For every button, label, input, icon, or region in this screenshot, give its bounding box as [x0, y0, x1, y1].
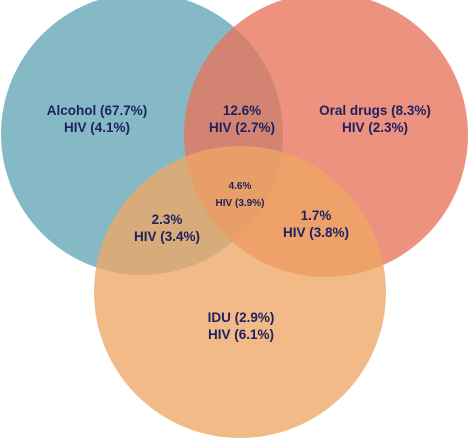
label-alcohol-idu-line1: 2.3%: [152, 212, 183, 227]
label-oral-drugs-line2: HIV (2.3%): [342, 120, 408, 135]
label-alcohol-oral: 12.6% HIV (2.7%): [209, 103, 275, 135]
label-alcohol-line1: Alcohol (67.7%): [47, 103, 148, 118]
label-all-three: 4.6% HIV (3.9%): [216, 181, 265, 209]
label-alcohol-line2: HIV (4.1%): [64, 120, 130, 135]
label-idu-line1: IDU (2.9%): [208, 310, 275, 325]
label-alcohol-idu: 2.3% HIV (3.4%): [134, 212, 200, 244]
label-idu: IDU (2.9%) HIV (6.1%): [208, 310, 275, 342]
label-alcohol-oral-line1: 12.6%: [223, 103, 261, 118]
label-all-three-line1: 4.6%: [229, 181, 252, 192]
label-oral-drugs-line1: Oral drugs (8.3%): [319, 103, 431, 118]
label-all-three-line2: HIV (3.9%): [216, 198, 265, 209]
circle-idu: [94, 146, 386, 438]
label-alcohol: Alcohol (67.7%) HIV (4.1%): [47, 103, 148, 135]
label-oral-idu-line1: 1.7%: [301, 208, 332, 223]
label-alcohol-idu-line2: HIV (3.4%): [134, 229, 200, 244]
label-oral-idu: 1.7% HIV (3.8%): [283, 208, 349, 240]
label-oral-drugs: Oral drugs (8.3%) HIV (2.3%): [319, 103, 431, 135]
label-oral-idu-line2: HIV (3.8%): [283, 225, 349, 240]
label-alcohol-oral-line2: HIV (2.7%): [209, 120, 275, 135]
label-idu-line2: HIV (6.1%): [208, 327, 274, 342]
